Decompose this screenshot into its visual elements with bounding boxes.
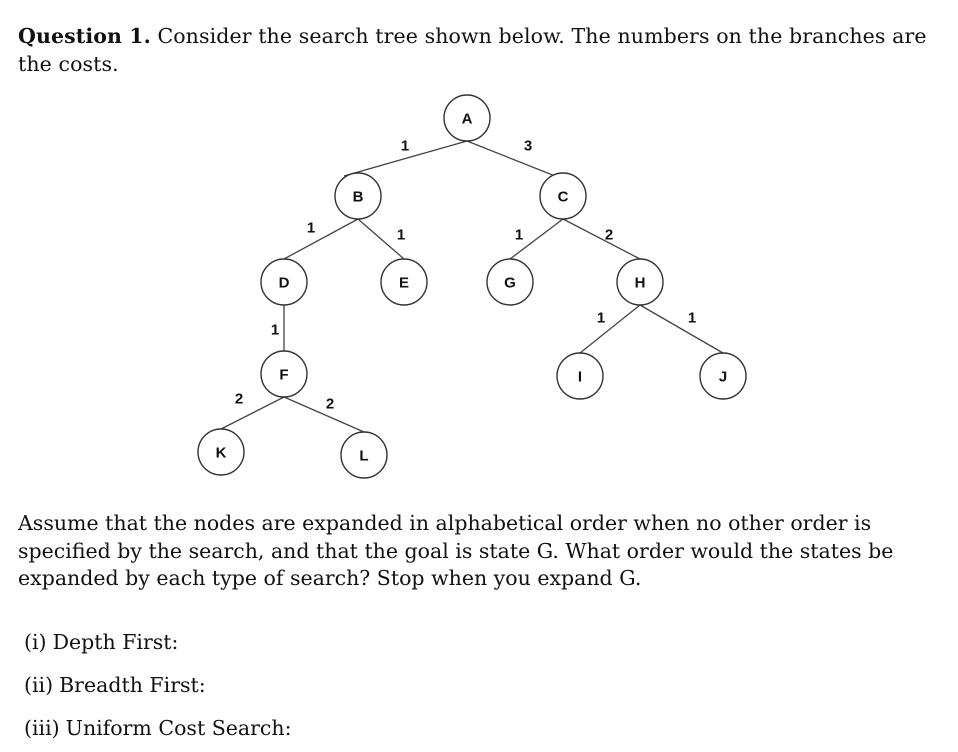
node-circle	[380, 258, 428, 306]
cost-label-f-k: 2	[235, 391, 243, 408]
question-label: Question 1.	[18, 24, 151, 48]
cost-label-h-j: 1	[688, 310, 696, 327]
tree-edges	[220, 140, 724, 433]
subquestion-text: Depth First:	[52, 630, 179, 654]
edge-b-d	[283, 218, 359, 260]
node-label: I	[578, 369, 582, 386]
node-circle	[197, 428, 245, 476]
node-l: L	[340, 431, 388, 479]
subquestion-number: (iii)	[24, 716, 60, 740]
node-circle	[340, 431, 388, 479]
node-label: G	[504, 275, 516, 292]
node-d: D	[260, 258, 308, 306]
cost-label-f-l: 2	[326, 396, 334, 413]
cost-label-c-h: 2	[605, 227, 613, 244]
node-j: J	[699, 352, 747, 400]
node-b: B	[334, 172, 382, 220]
subquestion-depth-first: (i) Depth First:	[24, 630, 178, 654]
node-label: K	[216, 445, 227, 462]
edge-b-e	[357, 218, 405, 260]
question-paragraph: Question 1. Consider the search tree sho…	[18, 22, 930, 78]
cost-label-c-g: 1	[515, 227, 523, 244]
edge-c-h	[562, 218, 641, 260]
edge-f-l	[283, 396, 365, 433]
node-label: D	[279, 275, 290, 292]
node-label: H	[635, 275, 646, 292]
subquestion-number: (ii)	[24, 673, 54, 697]
node-circle	[334, 172, 382, 220]
node-k: K	[197, 428, 245, 476]
question-text: Consider the search tree shown below. Th…	[18, 24, 927, 76]
subquestion-number: (i)	[24, 630, 47, 654]
node-label: J	[719, 369, 727, 386]
node-circle	[556, 352, 604, 400]
cost-label-h-i: 1	[597, 310, 605, 327]
node-label: C	[558, 189, 569, 206]
edge-a-c	[466, 140, 556, 177]
cost-label-a-b: 1	[401, 138, 409, 155]
edge-costs: 1 3 1 1 1 2 1 1 1 2 2	[235, 138, 696, 413]
subquestion-text: Uniform Cost Search:	[65, 716, 292, 740]
tree-nodes: A B C D E G H F I J K L	[197, 94, 747, 479]
subquestion-breadth-first: (ii) Breadth First:	[24, 673, 206, 697]
subquestion-text: Breadth First:	[59, 673, 206, 697]
cost-label-d-f: 1	[271, 322, 279, 339]
node-a: A	[443, 94, 491, 142]
edge-a-b	[343, 140, 468, 177]
edge-c-g	[509, 218, 564, 260]
node-c: C	[539, 172, 587, 220]
edge-f-k	[220, 396, 285, 430]
node-label: B	[353, 189, 364, 206]
node-circle	[260, 350, 308, 398]
cost-label-b-e: 1	[397, 227, 405, 244]
assumption-paragraph: Assume that the nodes are expanded in al…	[18, 511, 894, 590]
node-label: L	[359, 448, 368, 465]
edge-h-i	[579, 304, 641, 354]
node-circle	[539, 172, 587, 220]
node-e: E	[380, 258, 428, 306]
subquestion-uniform-cost: (iii) Uniform Cost Search:	[24, 716, 291, 740]
node-circle	[616, 258, 664, 306]
node-circle	[699, 352, 747, 400]
cost-label-b-d: 1	[307, 220, 315, 237]
node-circle	[486, 258, 534, 306]
node-label: E	[399, 275, 409, 292]
node-label: F	[279, 367, 288, 384]
node-i: I	[556, 352, 604, 400]
edge-h-j	[639, 304, 724, 354]
node-h: H	[616, 258, 664, 306]
node-f: F	[260, 350, 308, 398]
node-g: G	[486, 258, 534, 306]
node-circle	[260, 258, 308, 306]
node-circle	[443, 94, 491, 142]
cost-label-a-c: 3	[524, 138, 532, 155]
node-label: A	[462, 111, 473, 128]
